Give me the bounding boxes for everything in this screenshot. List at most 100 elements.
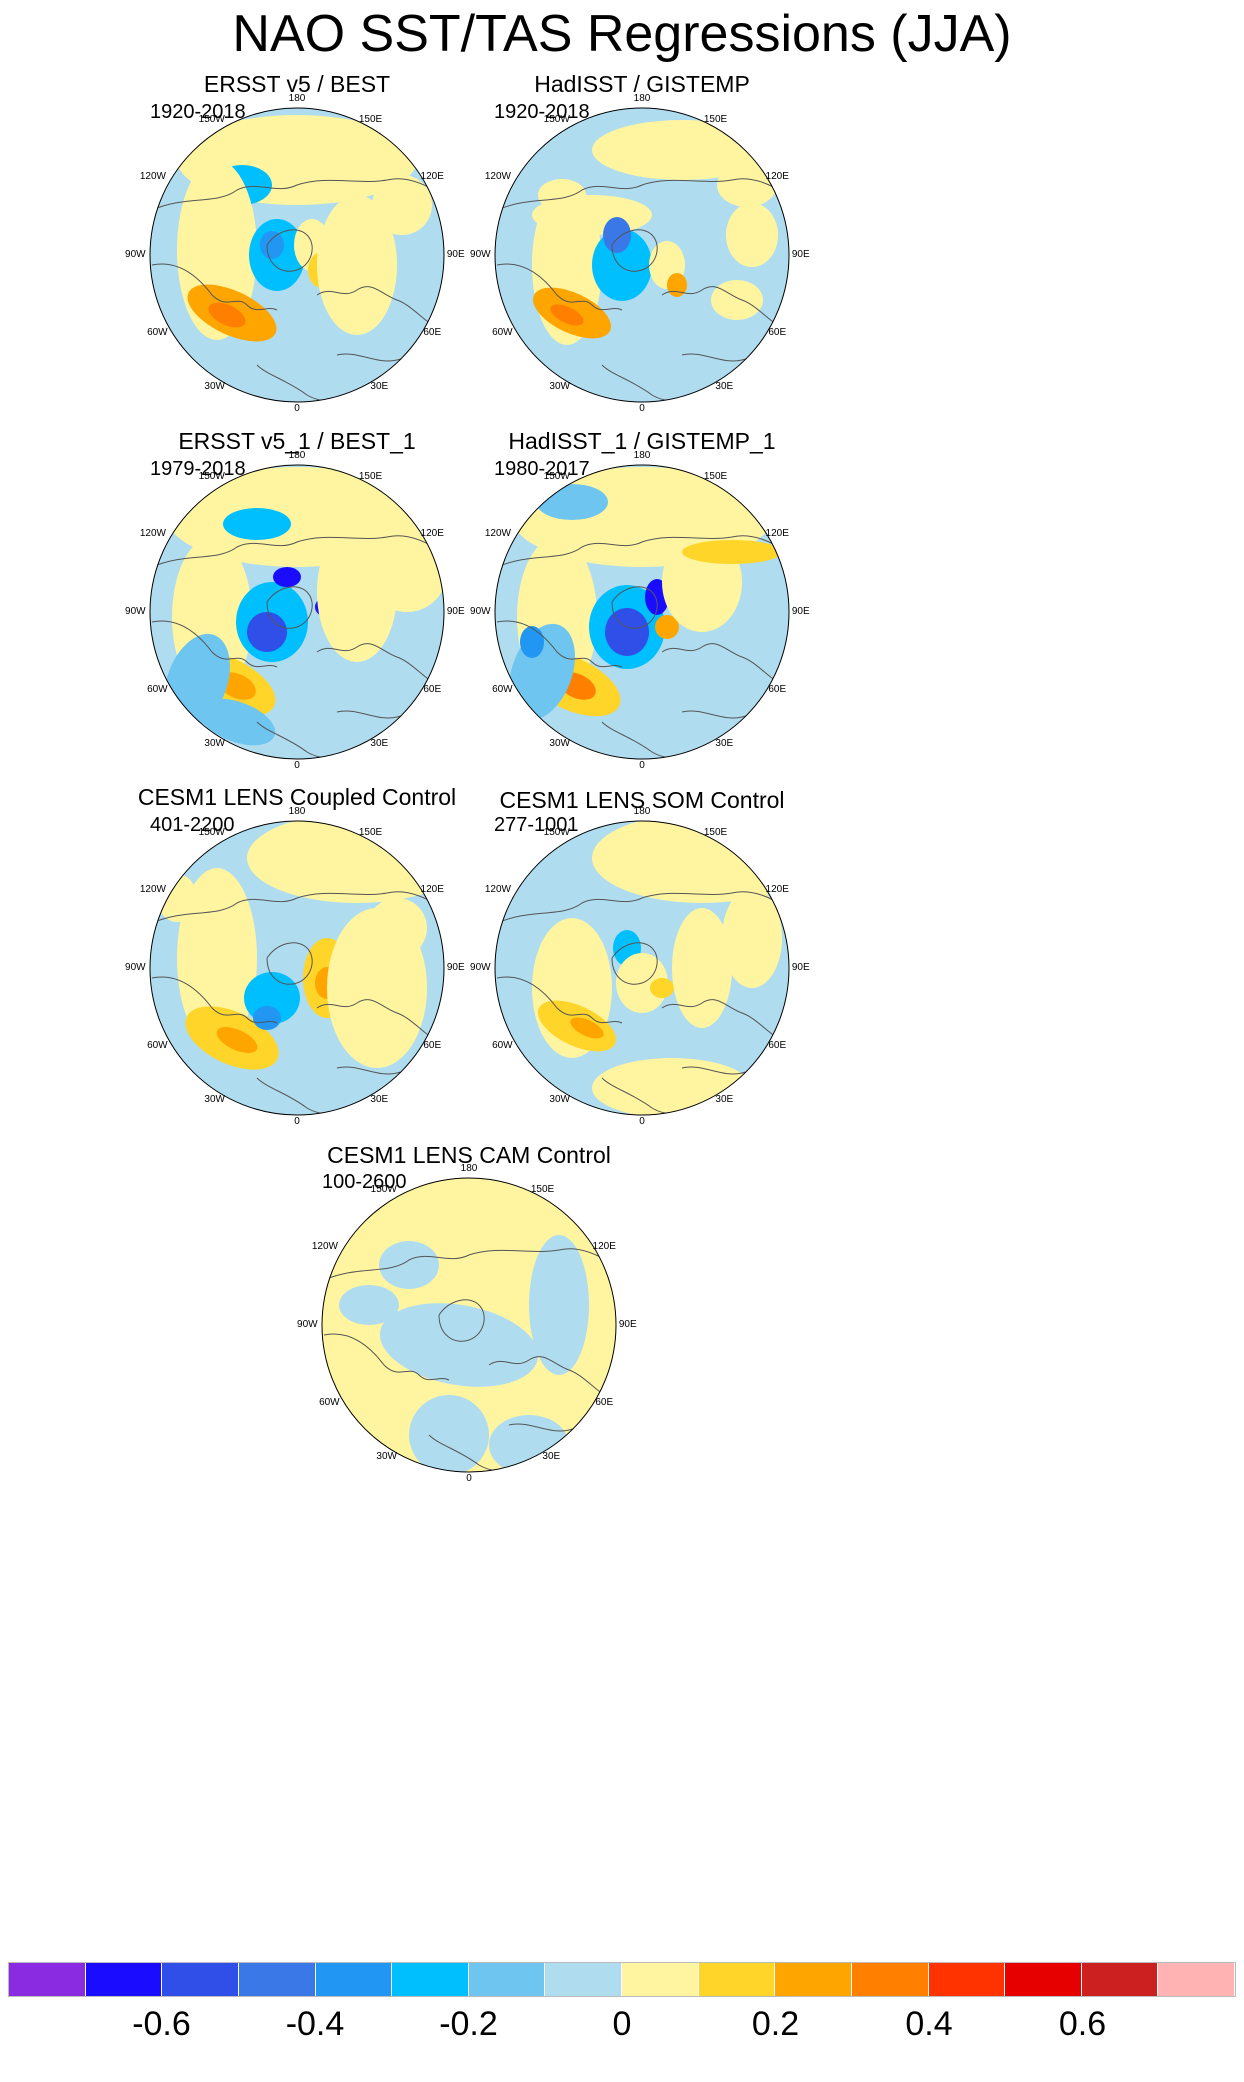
longitude-label: 120E (592, 1241, 616, 1253)
anomaly-region (536, 484, 608, 520)
longitude-label: 30E (542, 1451, 561, 1463)
coastline (316, 999, 443, 1044)
colorbar-cell (928, 1963, 1006, 1996)
longitude-label: 180 (633, 93, 651, 105)
longitude-label: 120E (420, 171, 444, 183)
map-outline (321, 1177, 617, 1473)
longitude-label: 120W (484, 884, 511, 896)
longitude-label: 60E (768, 683, 787, 695)
longitude-label: 150W (543, 470, 570, 482)
panel-period: 1979-2018 (150, 458, 246, 480)
anomaly-region (722, 888, 782, 988)
coastline (611, 229, 658, 272)
longitude-label: 30E (715, 1094, 734, 1106)
polar-map (149, 464, 445, 760)
anomaly-region (223, 508, 291, 540)
coastline (266, 229, 313, 272)
longitude-label: 30W (376, 1451, 397, 1463)
colorbar-cell (162, 1963, 239, 1996)
longitude-label: 150E (358, 826, 383, 838)
anomaly-region (603, 217, 631, 253)
longitude-label: 90E (446, 249, 465, 260)
map-outline (149, 820, 445, 1116)
longitude-label: 30E (715, 738, 734, 750)
longitude-label: 120E (420, 528, 444, 540)
panel-title: ERSST v5_1 / BEST_1 (178, 428, 416, 454)
longitude-label: 180 (288, 450, 306, 462)
longitude-label: 0 (466, 1473, 472, 1485)
longitude-label: 120E (765, 171, 789, 183)
coastline (661, 643, 788, 688)
longitude-label: 30E (370, 738, 389, 750)
anomaly-region (216, 1027, 258, 1053)
longitude-label: 180 (288, 806, 306, 818)
longitude-label: 0 (294, 760, 300, 772)
coastline (151, 976, 278, 1024)
longitude-label: 60E (768, 1039, 787, 1051)
map-outline (149, 464, 445, 760)
panel-period: 100-2600 (322, 1171, 407, 1193)
longitude-label: 60W (147, 1039, 168, 1051)
longitude-label: 30E (715, 381, 734, 393)
longitude-label: 120E (765, 884, 789, 896)
coastline (611, 942, 658, 985)
polar-map (321, 1177, 617, 1473)
colorbar (8, 1962, 1236, 1997)
anomaly-region (520, 626, 544, 658)
longitude-label: 30W (204, 381, 225, 393)
map-outline (494, 464, 790, 760)
longitude-label: 0 (639, 403, 645, 415)
colorbar-tick-label: 0 (612, 2005, 632, 2043)
anomaly-region (650, 978, 674, 998)
longitude-label: 150W (198, 113, 225, 125)
longitude-label: 90E (446, 962, 465, 973)
longitude-label: 90E (618, 1319, 637, 1330)
colorbar-cell (775, 1963, 852, 1996)
longitude-label: 90W (470, 606, 491, 617)
longitude-label: 120W (139, 528, 166, 540)
longitude-label: 90W (297, 1319, 318, 1330)
longitude-label: 60W (147, 683, 168, 695)
anomaly-region (367, 898, 427, 958)
colorbar-cell (1158, 1963, 1235, 1996)
longitude-label: 120W (484, 171, 511, 183)
anomaly-region (208, 302, 246, 328)
longitude-label: 180 (633, 806, 651, 818)
longitude-label: 180 (460, 1163, 478, 1175)
longitude-label: 0 (639, 760, 645, 772)
panel-period: 277-1001 (494, 814, 579, 836)
colorbar-cell (238, 1963, 316, 1996)
anomaly-region (253, 1006, 281, 1030)
colorbar-cell (1005, 1963, 1082, 1996)
anomaly-region (672, 908, 732, 1028)
coastline (496, 535, 788, 568)
longitude-label: 150W (543, 826, 570, 838)
anomaly-region (592, 1058, 752, 1115)
colorbar-cell (392, 1963, 469, 1996)
longitude-label: 60W (492, 326, 513, 338)
longitude-label: 150W (370, 1183, 397, 1195)
colorbar-cell (851, 1963, 929, 1996)
anomaly-region (379, 1241, 439, 1289)
anomaly-region (667, 273, 687, 297)
longitude-label: 60E (423, 1039, 442, 1051)
coastline (323, 1333, 450, 1381)
longitude-label: 90W (125, 249, 146, 260)
longitude-label: 30W (204, 738, 225, 750)
longitude-label: 150E (703, 826, 728, 838)
longitude-label: 60E (768, 326, 787, 338)
anomaly-region (198, 698, 276, 746)
anomaly-region (157, 874, 197, 922)
colorbar-cell (85, 1963, 163, 1996)
anomaly-region (711, 280, 763, 320)
coastline (151, 263, 278, 311)
colorbar-cell (545, 1963, 622, 1996)
longitude-label: 90E (791, 606, 810, 617)
anomaly-region (273, 567, 301, 587)
coastline (316, 286, 443, 331)
colorbar-tick-label: -0.4 (285, 2005, 345, 2043)
main-title: NAO SST/TAS Regressions (JJA) (232, 5, 1012, 63)
longitude-label: 60W (147, 326, 168, 338)
coastline (151, 535, 443, 568)
colorbar-tick-label: -0.6 (132, 2005, 191, 2043)
